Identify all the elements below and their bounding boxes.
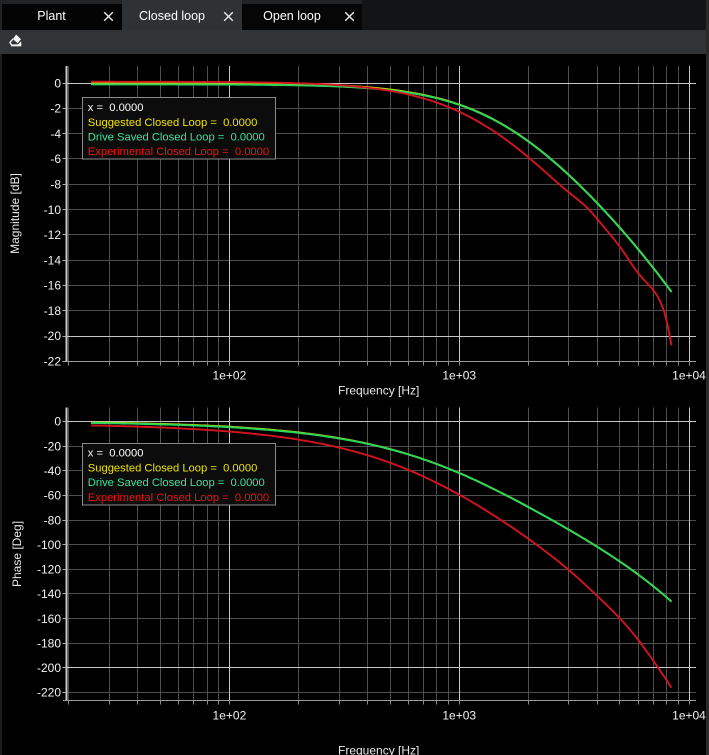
svg-text:Frequency [Hz]: Frequency [Hz] (338, 744, 419, 755)
svg-text:-16: -16 (44, 279, 62, 293)
svg-text:Drive Saved Closed Loop = 0.0: Drive Saved Closed Loop = 0.0000 (88, 477, 265, 489)
svg-text:Experimental Closed Loop = 0.: Experimental Closed Loop = 0.0000 (88, 492, 269, 504)
svg-text:-140: -140 (37, 587, 61, 601)
svg-text:-180: -180 (37, 637, 61, 651)
svg-text:-2: -2 (50, 102, 61, 116)
svg-text:-8: -8 (50, 178, 61, 192)
svg-text:-120: -120 (37, 563, 61, 577)
svg-text:1e+02: 1e+02 (213, 369, 247, 383)
svg-text:1e+03: 1e+03 (442, 369, 476, 383)
svg-text:0: 0 (54, 76, 61, 90)
svg-text:-80: -80 (44, 513, 62, 527)
svg-text:1e+02: 1e+02 (213, 709, 247, 723)
svg-text:-200: -200 (37, 661, 61, 675)
svg-text:Suggested Closed Loop = 0.000: Suggested Closed Loop = 0.0000 (88, 117, 258, 129)
svg-text:Phase [Deg]: Phase [Deg] (10, 521, 24, 587)
svg-text:x = 0.0000: x = 0.0000 (88, 448, 144, 460)
svg-text:-4: -4 (50, 127, 61, 141)
svg-text:1e+04: 1e+04 (672, 369, 706, 383)
svg-text:-160: -160 (37, 612, 61, 626)
svg-text:Magnitude [dB]: Magnitude [dB] (8, 173, 22, 254)
svg-text:Experimental Closed Loop = 0.: Experimental Closed Loop = 0.0000 (88, 146, 269, 158)
svg-text:-60: -60 (44, 489, 62, 503)
svg-text:-18: -18 (44, 304, 62, 318)
svg-text:0: 0 (54, 415, 61, 429)
svg-text:-100: -100 (37, 538, 61, 552)
svg-text:-220: -220 (37, 686, 61, 700)
svg-text:Suggested Closed Loop = 0.000: Suggested Closed Loop = 0.0000 (88, 462, 258, 474)
svg-text:1e+03: 1e+03 (442, 709, 476, 723)
svg-text:Frequency [Hz]: Frequency [Hz] (338, 384, 419, 398)
svg-text:-20: -20 (44, 329, 62, 343)
svg-text:-22: -22 (44, 355, 62, 369)
svg-text:1e+04: 1e+04 (672, 709, 706, 723)
svg-text:x = 0.0000: x = 0.0000 (88, 102, 144, 114)
svg-text:-14: -14 (44, 253, 62, 267)
svg-text:-40: -40 (44, 464, 62, 478)
svg-text:-6: -6 (50, 152, 61, 166)
svg-text:-10: -10 (44, 203, 62, 217)
svg-text:-20: -20 (44, 439, 62, 453)
svg-text:-12: -12 (44, 228, 62, 242)
svg-text:Drive Saved Closed Loop = 0.0: Drive Saved Closed Loop = 0.0000 (88, 132, 265, 144)
